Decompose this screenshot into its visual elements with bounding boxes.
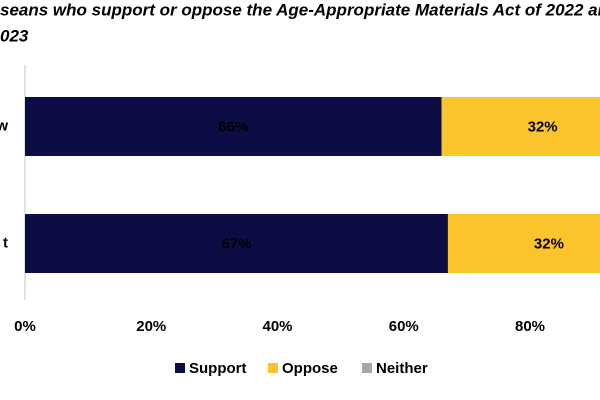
- data-label: 32%: [528, 118, 558, 135]
- x-tick-label: 20%: [136, 318, 166, 335]
- legend-swatch: [268, 363, 278, 373]
- data-label: 66%: [218, 118, 248, 135]
- data-label: 32%: [534, 235, 564, 252]
- x-tick-label: 0%: [14, 318, 36, 335]
- category-label: w: [0, 117, 8, 134]
- bar-segment: [25, 214, 448, 273]
- chart-title: seans who support or oppose the Age-Appr…: [0, 0, 600, 19]
- legend-swatch: [362, 363, 372, 373]
- legend-swatch: [175, 363, 185, 373]
- bar-segment: [441, 97, 600, 156]
- x-tick-label: 80%: [515, 318, 545, 335]
- chart-title: 023: [0, 26, 29, 45]
- category-label: t: [3, 234, 8, 251]
- bar-segment: [25, 97, 442, 156]
- x-tick-label: 40%: [262, 318, 292, 335]
- legend-label: Neither: [376, 360, 428, 377]
- x-tick-label: 60%: [389, 318, 419, 335]
- legend-label: Oppose: [282, 360, 338, 377]
- data-label: 67%: [221, 235, 251, 252]
- bar-segment: [447, 214, 600, 273]
- legend-label: Support: [189, 360, 247, 377]
